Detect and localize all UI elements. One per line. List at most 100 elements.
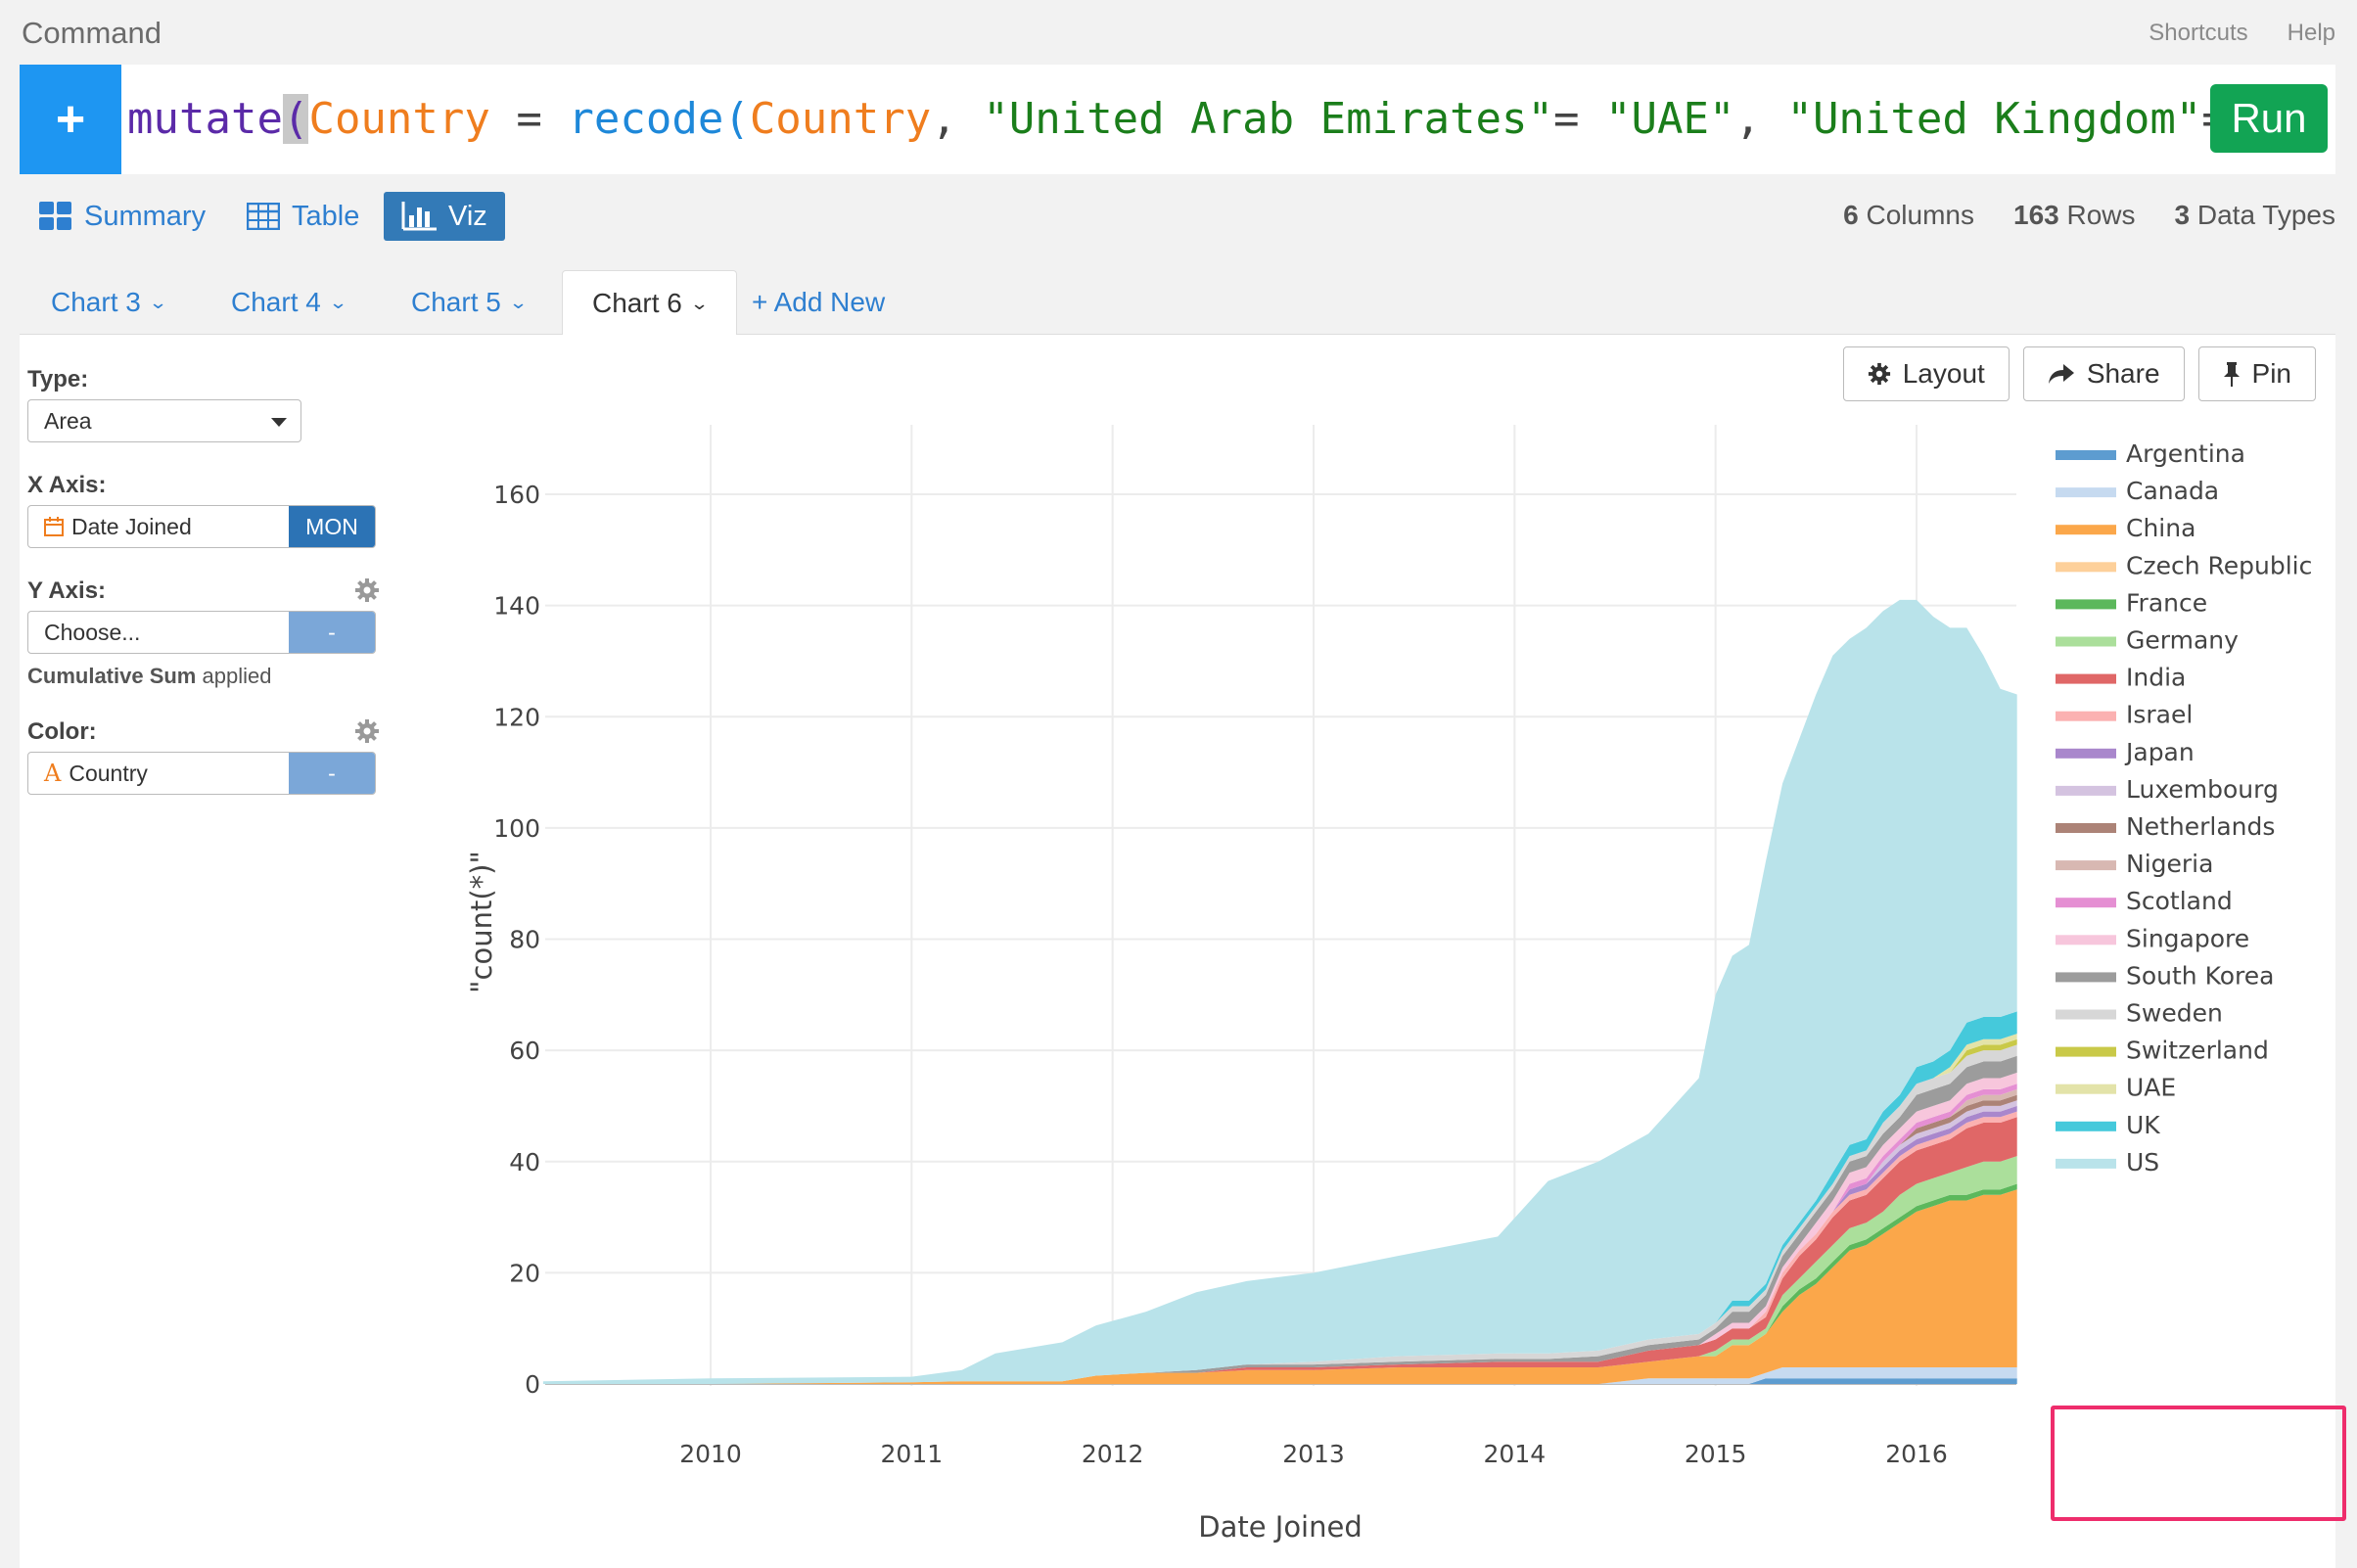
code-token: Country [308,94,490,144]
code-token: , [931,94,984,144]
y-tick-label: 80 [509,926,540,954]
legend-label[interactable]: Singapore [2126,924,2249,952]
view-bar: Summary Table Viz 6 Columns 163 Rows 3 D… [20,186,2335,245]
legend-swatch [2056,562,2116,573]
color-remove-button[interactable]: - [289,753,375,794]
code-token: Country [749,94,932,144]
command-title: Command [22,16,162,50]
x-axis-field[interactable]: Date Joined MON [27,505,376,548]
tab-table[interactable]: Table [247,192,359,241]
legend-label[interactable]: France [2126,588,2207,617]
layout-button[interactable]: Layout [1842,346,2010,401]
legend-swatch [2056,823,2116,833]
tab-viz[interactable]: Viz [384,192,505,241]
legend-label[interactable]: US [2126,1148,2159,1176]
legend-label[interactable]: Czech Republic [2126,551,2312,579]
add-step-button[interactable]: + [20,65,121,174]
area-chart[interactable]: 0 20 40 60 80 100 120 140 160 2010 2011 2012 2013 201… [20,335,2335,1568]
x-axis-unit-button[interactable]: MON [289,506,375,547]
pin-button[interactable]: Pin [2197,346,2316,401]
gear-icon[interactable] [354,577,380,603]
legend-label[interactable]: Netherlands [2126,812,2275,841]
legend-label[interactable]: China [2126,514,2195,542]
x-axis-label: X Axis: [27,472,107,498]
tab-chart-4[interactable]: Chart 4 ⌄ [231,287,348,317]
legend-swatch [2056,898,2116,908]
aggregation-note: Cumulative Sum applied [27,664,272,688]
y-tick-label: 40 [509,1148,540,1176]
legend-swatch [2056,450,2116,460]
highlight-box [2051,1406,2346,1521]
tab-chart-3[interactable]: Chart 3 ⌄ [51,287,168,317]
legend-label[interactable]: Japan [2124,738,2195,766]
legend-swatch [2056,935,2116,945]
command-input[interactable]: mutate(Country = recode(Country, "United… [127,92,2212,147]
add-chart-button[interactable]: + Add New [752,287,886,317]
legend-swatch [2056,711,2116,721]
x-tick-label: 2012 [1082,1440,1144,1468]
gear-icon[interactable] [354,718,380,744]
legend-swatch [2056,673,2116,684]
legend-swatch [2056,599,2116,610]
y-tick-label: 100 [493,814,540,843]
y-tick-label: 0 [525,1370,540,1399]
top-bar: Command Shortcuts Help [0,0,2357,65]
legend-swatch [2056,1084,2116,1094]
legend-label[interactable]: Canada [2126,477,2219,505]
tab-chart-6[interactable]: Chart 6 ⌄ [562,270,737,336]
dataset-stats: 6 Columns 163 Rows 3 Data Types [1843,200,2335,231]
y-tick-label: 140 [493,592,540,621]
code-token: recode( [568,94,750,144]
code-token: mutate [127,94,283,144]
tab-table-label: Table [292,200,360,232]
legend-label[interactable]: UAE [2126,1074,2176,1102]
code-token: = [1553,94,1606,144]
legend-label[interactable]: Argentina [2126,439,2245,468]
legend-label[interactable]: Israel [2126,701,2193,729]
run-button[interactable]: Run [2210,84,2328,153]
legend-label[interactable]: Sweden [2126,999,2223,1028]
shortcuts-link[interactable]: Shortcuts [2149,20,2248,46]
y-axis-title: "count(*)" [465,851,498,993]
legend-swatch [2056,525,2116,535]
y-axis-field[interactable]: Choose... - [27,611,376,654]
y-axis-remove-button[interactable]: - [289,612,375,653]
share-button[interactable]: Share [2022,346,2185,401]
x-axis-title: Date Joined [1198,1510,1363,1544]
legend-label[interactable]: UK [2126,1111,2160,1139]
chevron-down-icon: ⌄ [508,292,529,312]
y-tick-label: 60 [509,1037,540,1065]
area-series-us[interactable] [542,599,2017,1384]
y-axis-label: Y Axis: [27,577,380,611]
code-token: "United Arab Emirates" [983,94,1554,144]
legend-label[interactable]: Germany [2126,626,2239,655]
calendar-icon [44,517,64,536]
y-tick-label: 160 [493,481,540,509]
tab-chart-5[interactable]: Chart 5 ⌄ [411,287,529,317]
legend-swatch [2056,860,2116,871]
legend-label[interactable]: India [2126,664,2186,692]
legend-label[interactable]: Switzerland [2126,1037,2269,1065]
legend-label[interactable]: Luxembourg [2126,775,2279,804]
code-token: ( [282,94,309,144]
color-value: Country [69,760,148,786]
chart-type-select[interactable]: Area [27,399,301,442]
area-series-china[interactable] [542,1189,2017,1384]
legend-swatch [2056,1046,2116,1057]
chart-type-value: Area [44,407,92,434]
y-tick-label: 20 [509,1259,540,1287]
tab-viz-label: Viz [448,200,487,232]
area-series-argentina[interactable] [542,1378,2017,1384]
bar-chart-icon [401,202,437,231]
tab-summary[interactable]: Summary [39,192,206,241]
area-series-canada[interactable] [542,1367,2017,1384]
color-field[interactable]: A Country - [27,752,376,795]
legend-label[interactable]: Nigeria [2126,850,2213,878]
color-label: Color: [27,718,380,752]
help-link[interactable]: Help [2287,20,2335,46]
top-links: Shortcuts Help [2149,20,2335,47]
x-tick-label: 2016 [1885,1440,1948,1468]
legend-label[interactable]: South Korea [2126,961,2274,990]
legend-swatch [2056,487,2116,498]
legend-label[interactable]: Scotland [2126,887,2233,915]
